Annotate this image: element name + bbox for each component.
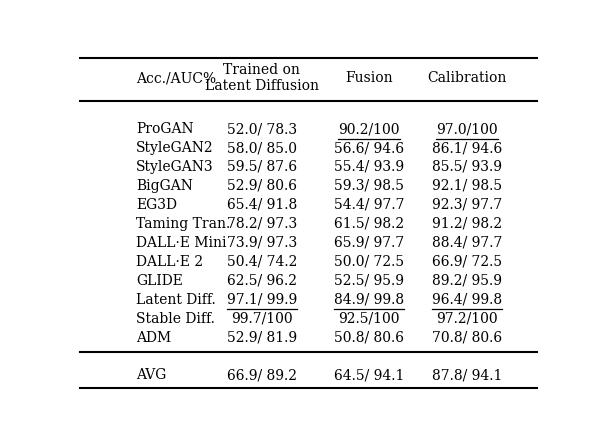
Text: 50.4/ 74.2: 50.4/ 74.2 <box>227 255 297 269</box>
Text: 58.0/ 85.0: 58.0/ 85.0 <box>227 141 297 155</box>
Text: ADM: ADM <box>136 331 171 345</box>
Text: 59.3/ 98.5: 59.3/ 98.5 <box>334 179 404 193</box>
Text: AVG: AVG <box>136 368 166 382</box>
Text: 97.2/100: 97.2/100 <box>436 312 498 326</box>
Text: 56.6/ 94.6: 56.6/ 94.6 <box>334 141 404 155</box>
Text: 61.5/ 98.2: 61.5/ 98.2 <box>334 217 404 231</box>
Text: DALL·E Mini: DALL·E Mini <box>136 236 226 250</box>
Text: 66.9/ 89.2: 66.9/ 89.2 <box>227 368 297 382</box>
Text: BigGAN: BigGAN <box>136 179 193 193</box>
Text: 64.5/ 94.1: 64.5/ 94.1 <box>334 368 405 382</box>
Text: ProGAN: ProGAN <box>136 122 193 136</box>
Text: 66.9/ 72.5: 66.9/ 72.5 <box>432 255 502 269</box>
Text: 54.4/ 97.7: 54.4/ 97.7 <box>334 198 405 212</box>
Text: 59.5/ 87.6: 59.5/ 87.6 <box>227 160 297 174</box>
Text: Acc./AUC%: Acc./AUC% <box>136 71 216 85</box>
Text: Latent Diff.: Latent Diff. <box>136 293 216 307</box>
Text: StyleGAN3: StyleGAN3 <box>136 160 214 174</box>
Text: StyleGAN2: StyleGAN2 <box>136 141 214 155</box>
Text: 96.4/ 99.8: 96.4/ 99.8 <box>432 293 502 307</box>
Text: Fusion: Fusion <box>346 71 393 85</box>
Text: DALL·E 2: DALL·E 2 <box>136 255 203 269</box>
Text: 97.1/ 99.9: 97.1/ 99.9 <box>227 293 297 307</box>
Text: Stable Diff.: Stable Diff. <box>136 312 215 326</box>
Text: 86.1/ 94.6: 86.1/ 94.6 <box>432 141 502 155</box>
Text: 99.7/100: 99.7/100 <box>231 312 293 326</box>
Text: 65.4/ 91.8: 65.4/ 91.8 <box>227 198 297 212</box>
Text: Trained on
Latent Diffusion: Trained on Latent Diffusion <box>205 63 319 93</box>
Text: 87.8/ 94.1: 87.8/ 94.1 <box>432 368 502 382</box>
Text: 52.0/ 78.3: 52.0/ 78.3 <box>227 122 297 136</box>
Text: 52.9/ 81.9: 52.9/ 81.9 <box>227 331 297 345</box>
Text: 73.9/ 97.3: 73.9/ 97.3 <box>227 236 297 250</box>
Text: GLIDE: GLIDE <box>136 274 183 288</box>
Text: 85.5/ 93.9: 85.5/ 93.9 <box>432 160 502 174</box>
Text: 88.4/ 97.7: 88.4/ 97.7 <box>432 236 502 250</box>
Text: 65.9/ 97.7: 65.9/ 97.7 <box>334 236 405 250</box>
Text: 84.9/ 99.8: 84.9/ 99.8 <box>334 293 404 307</box>
Text: 50.0/ 72.5: 50.0/ 72.5 <box>334 255 404 269</box>
Text: 92.5/100: 92.5/100 <box>338 312 400 326</box>
Text: 90.2/100: 90.2/100 <box>338 122 400 136</box>
Text: 91.2/ 98.2: 91.2/ 98.2 <box>432 217 502 231</box>
Text: Calibration: Calibration <box>427 71 507 85</box>
Text: 89.2/ 95.9: 89.2/ 95.9 <box>432 274 502 288</box>
Text: 55.4/ 93.9: 55.4/ 93.9 <box>334 160 404 174</box>
Text: 50.8/ 80.6: 50.8/ 80.6 <box>334 331 404 345</box>
Text: 92.1/ 98.5: 92.1/ 98.5 <box>432 179 502 193</box>
Text: Taming Tran.: Taming Tran. <box>136 217 230 231</box>
Text: 52.9/ 80.6: 52.9/ 80.6 <box>227 179 297 193</box>
Text: 52.5/ 95.9: 52.5/ 95.9 <box>334 274 404 288</box>
Text: 70.8/ 80.6: 70.8/ 80.6 <box>432 331 502 345</box>
Text: EG3D: EG3D <box>136 198 177 212</box>
Text: 97.0/100: 97.0/100 <box>436 122 498 136</box>
Text: 92.3/ 97.7: 92.3/ 97.7 <box>432 198 502 212</box>
Text: 78.2/ 97.3: 78.2/ 97.3 <box>227 217 297 231</box>
Text: 62.5/ 96.2: 62.5/ 96.2 <box>227 274 297 288</box>
